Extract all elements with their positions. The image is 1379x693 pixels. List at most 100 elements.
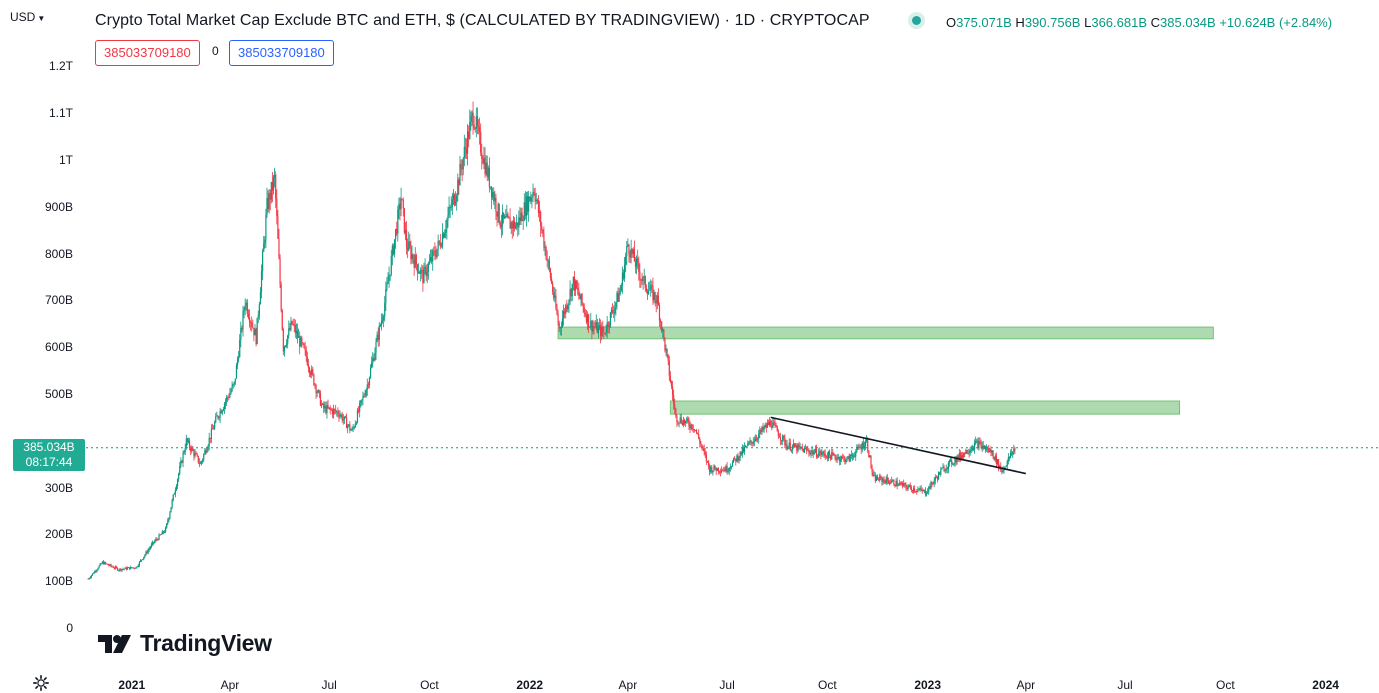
candle-body-819: [980, 442, 982, 448]
candle-body-512: [645, 288, 647, 292]
candle-body-796: [955, 458, 957, 463]
candle-body-409: [533, 192, 535, 194]
candle-body-841: [1004, 467, 1006, 468]
candle-body-35: [125, 567, 127, 570]
candle-body-174: [277, 216, 279, 239]
candle-body-453: [581, 294, 583, 304]
candle-body-676: [824, 453, 826, 457]
candle-body-438: [565, 305, 567, 314]
candle-body-242: [351, 429, 353, 430]
buy-price-button[interactable]: 385033709180: [229, 40, 334, 66]
candle-body-262: [373, 358, 375, 361]
candle-body-482: [613, 312, 615, 314]
candle-body-265: [376, 334, 378, 342]
candle-body-743: [897, 485, 899, 487]
candle-body-86: [181, 460, 183, 463]
candle-body-581: [721, 470, 723, 473]
gear-icon[interactable]: [32, 674, 50, 692]
candle-body-138: [238, 356, 240, 360]
candle-body-845: [1008, 456, 1011, 458]
candle-body-141: [241, 327, 243, 330]
candle-body-432: [558, 322, 560, 329]
candle-body-504: [637, 258, 639, 263]
candle-body-597: [738, 457, 740, 461]
candle-body-39: [130, 566, 132, 570]
candle-body-724: [876, 476, 879, 480]
candle-body-14: [102, 561, 105, 565]
sell-price-button[interactable]: 385033709180: [95, 40, 200, 66]
candle-body-290: [403, 208, 405, 233]
candle-body-110: [207, 445, 209, 450]
candle-body-694: [844, 457, 846, 463]
candle-body-281: [393, 239, 396, 254]
candle-body-559: [697, 432, 699, 434]
candle-body-461: [590, 320, 592, 328]
candle-body-421: [546, 259, 548, 261]
candle-body-592: [733, 457, 735, 462]
candle-body-671: [819, 451, 821, 454]
candle-body-62: [155, 539, 157, 542]
candle-body-483: [614, 307, 616, 314]
candle-body-305: [420, 269, 422, 274]
candle-body-159: [260, 271, 263, 292]
candle-body-562: [700, 443, 702, 445]
candle-body-66: [159, 534, 161, 536]
candle-body-450: [578, 290, 580, 296]
chart-title: Crypto Total Market Cap Exclude BTC and …: [95, 12, 870, 29]
candle-body-206: [312, 369, 314, 375]
candle-body-179: [282, 329, 284, 352]
candle-body-143: [243, 310, 245, 312]
candle-body-804: [964, 452, 966, 455]
candle-body-59: [151, 541, 154, 545]
candle-body-178: [281, 310, 283, 330]
candle-body-388: [510, 222, 512, 229]
candle-body-151: [252, 326, 254, 329]
candle-body-635: [779, 437, 782, 441]
candle-body-742: [896, 480, 898, 486]
candle-body-678: [826, 456, 828, 459]
candle-body-605: [747, 443, 749, 446]
candle-body-502: [634, 261, 637, 267]
candle-body-308: [423, 267, 425, 284]
candle-body-827: [989, 449, 991, 453]
candle-body-544: [680, 417, 682, 423]
candle-body-577: [716, 467, 718, 471]
candle-body-782: [940, 469, 942, 475]
candle-body-0: [87, 578, 89, 580]
ohlc-readout: O375.071B H390.756B L366.681B C385.034B …: [946, 15, 1332, 30]
candle-body-347: [465, 148, 468, 154]
candle-body-225: [332, 409, 335, 415]
candle-body-638: [783, 435, 785, 439]
candle-body-47: [138, 561, 141, 566]
candle-body-111: [208, 437, 210, 446]
candle-body-239: [348, 424, 350, 426]
candle-body-153: [254, 329, 256, 336]
candle-body-125: [223, 403, 226, 409]
candle-body-626: [770, 420, 772, 426]
candle-body-617: [760, 429, 762, 432]
currency-selector[interactable]: USD ▼: [10, 10, 45, 24]
y-tick-label-6: 700B: [44, 293, 73, 308]
candle-body-25: [114, 566, 117, 569]
candle-body-850: [1014, 448, 1016, 451]
candle-body-747: [902, 483, 904, 486]
candle-body-823: [984, 445, 987, 450]
x-tick-label-4: 2022: [516, 678, 544, 692]
candle-body-511: [644, 276, 646, 289]
candle-body-122: [220, 410, 222, 414]
candle-body-100: [196, 454, 198, 456]
candle-body-71: [164, 527, 167, 533]
candle-body-607: [749, 440, 751, 443]
candle-body-55: [147, 550, 149, 553]
candle-body-726: [879, 476, 881, 481]
market-status-icon[interactable]: [912, 16, 921, 25]
candle-body-613: [755, 438, 758, 440]
candle-body-258: [368, 377, 371, 386]
candle-body-36: [126, 567, 129, 570]
candle-body-254: [364, 395, 366, 397]
tradingview-logo[interactable]: TradingView: [98, 630, 272, 657]
candle-body-78: [172, 494, 174, 501]
candle-body-479: [609, 312, 612, 326]
